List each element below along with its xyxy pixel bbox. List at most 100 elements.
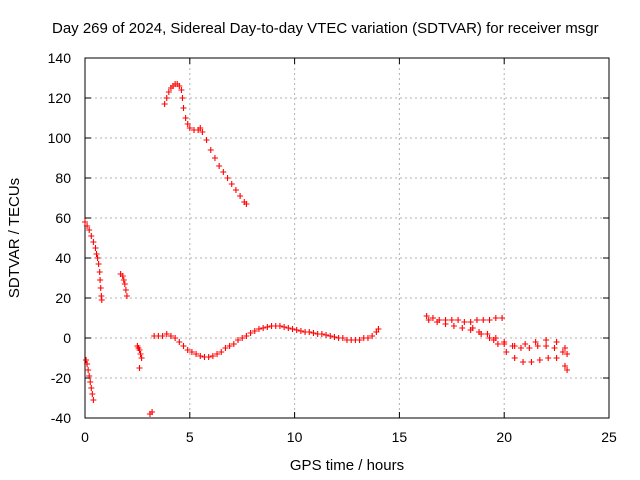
y-tick-label: 80 <box>55 170 71 186</box>
data-point-late-lower-b <box>528 359 535 365</box>
data-point-late-tail <box>553 339 560 345</box>
data-point-late-upper <box>492 315 499 321</box>
data-point-late-lower-b <box>511 355 518 361</box>
data-point-late-lower-a <box>559 349 566 355</box>
data-point-late-tail <box>522 341 529 347</box>
data-point-main-band <box>297 328 304 334</box>
data-point-late-upper <box>429 315 436 321</box>
data-point-high-arc <box>182 115 189 121</box>
chart-title: Day 269 of 2024, Sidereal Day-to-day VTE… <box>52 20 599 37</box>
data-point-main-band <box>243 333 250 339</box>
data-point-late-tail <box>532 339 539 345</box>
data-point-high-arc <box>237 193 244 199</box>
data-point-high-arc <box>243 201 250 207</box>
data-point-main-band <box>356 337 363 343</box>
data-point-main-band <box>167 333 174 339</box>
data-point-main-band <box>209 353 216 359</box>
data-point-main-band <box>260 325 267 331</box>
data-point-main-band <box>218 349 225 355</box>
data-point-late-lower-a <box>442 321 449 327</box>
data-point-high-arc <box>161 101 168 107</box>
y-tick-label: -40 <box>51 410 71 426</box>
data-point-early-decay <box>95 261 102 267</box>
data-point-early-decay <box>97 277 104 283</box>
data-point-late-lower-a <box>543 343 550 349</box>
data-point-late-lower-b <box>478 331 485 337</box>
data-point-main-band <box>205 354 212 360</box>
data-point-high-arc <box>199 129 206 135</box>
data-point-main-band <box>255 326 262 332</box>
data-point-main-band <box>264 324 271 330</box>
y-tick-label: -20 <box>51 370 71 386</box>
data-point-main-band <box>318 331 325 337</box>
data-point-late-tail <box>501 341 508 347</box>
data-point-late-lower-a <box>534 343 541 349</box>
y-tick-label: 140 <box>48 50 72 66</box>
data-point-high-arc <box>207 147 214 153</box>
data-point-late-lower-b <box>561 363 568 369</box>
data-point-high-arc <box>220 169 227 175</box>
data-point-main-band <box>276 323 283 329</box>
data-point-high-arc <box>184 121 191 127</box>
data-point-high-arc <box>211 155 218 161</box>
data-point-early-negative <box>87 379 94 385</box>
y-tick-label: 40 <box>55 250 71 266</box>
x-axis-label: GPS time / hours <box>290 457 404 474</box>
data-point-main-band <box>364 335 371 341</box>
plot-frame <box>84 57 610 419</box>
data-point-main-band <box>281 324 288 330</box>
data-point-main-band <box>285 325 292 331</box>
data-point-late-upper <box>486 317 493 323</box>
data-point-main-band <box>289 326 296 332</box>
data-point-main-band <box>193 351 200 357</box>
x-tick-label: 15 <box>392 429 408 445</box>
y-axis-label: SDTVAR / TECUs <box>6 178 23 298</box>
x-tick-label: 20 <box>496 429 512 445</box>
data-point-main-band <box>197 353 204 359</box>
data-point-early-decay <box>86 227 93 233</box>
y-tick-label: 100 <box>48 130 72 146</box>
data-point-main-band <box>226 343 233 349</box>
data-point-early-decay <box>98 297 105 303</box>
y-tick-label: 20 <box>55 290 71 306</box>
y-tick-label: 60 <box>55 210 71 226</box>
data-point-late-upper <box>448 317 455 323</box>
data-point-main-band <box>235 337 242 343</box>
data-point-main-band <box>159 333 166 339</box>
data-point-early-decay <box>96 269 103 275</box>
data-point-short-arc-c <box>149 409 156 415</box>
data-point-early-negative <box>85 367 92 373</box>
data-point-late-lower-a <box>434 319 441 325</box>
data-point-short-arc-a <box>123 293 130 299</box>
data-point-main-band <box>230 341 237 347</box>
data-point-high-arc <box>179 95 186 101</box>
data-point-high-arc <box>180 105 187 111</box>
data-point-early-negative <box>83 357 90 363</box>
data-point-early-decay <box>92 245 99 251</box>
data-point-late-lower-b <box>503 349 510 355</box>
data-point-main-band <box>163 331 170 337</box>
data-point-short-arc-b <box>136 365 143 371</box>
data-point-late-tail <box>511 343 518 349</box>
data-point-main-band <box>222 345 229 351</box>
data-point-main-band <box>239 335 246 341</box>
data-point-late-lower-a <box>526 345 533 351</box>
data-point-main-band <box>188 349 195 355</box>
data-point-early-decay <box>90 239 97 245</box>
data-point-high-arc <box>228 181 235 187</box>
data-point-main-band <box>310 330 317 336</box>
data-point-high-arc <box>232 187 239 193</box>
data-point-early-decay <box>93 251 100 257</box>
data-point-late-lower-a <box>564 351 571 357</box>
data-point-high-arc <box>165 89 172 95</box>
data-point-short-arc-b <box>136 347 143 353</box>
data-point-main-band <box>180 343 187 349</box>
data-point-short-arc-a <box>122 287 129 293</box>
data-point-late-upper <box>480 317 487 323</box>
data-point-main-band <box>184 347 191 353</box>
data-point-early-decay <box>84 223 91 229</box>
data-point-main-band <box>251 328 258 334</box>
x-tick-label: 10 <box>287 429 303 445</box>
data-point-late-lower-b <box>494 341 501 347</box>
